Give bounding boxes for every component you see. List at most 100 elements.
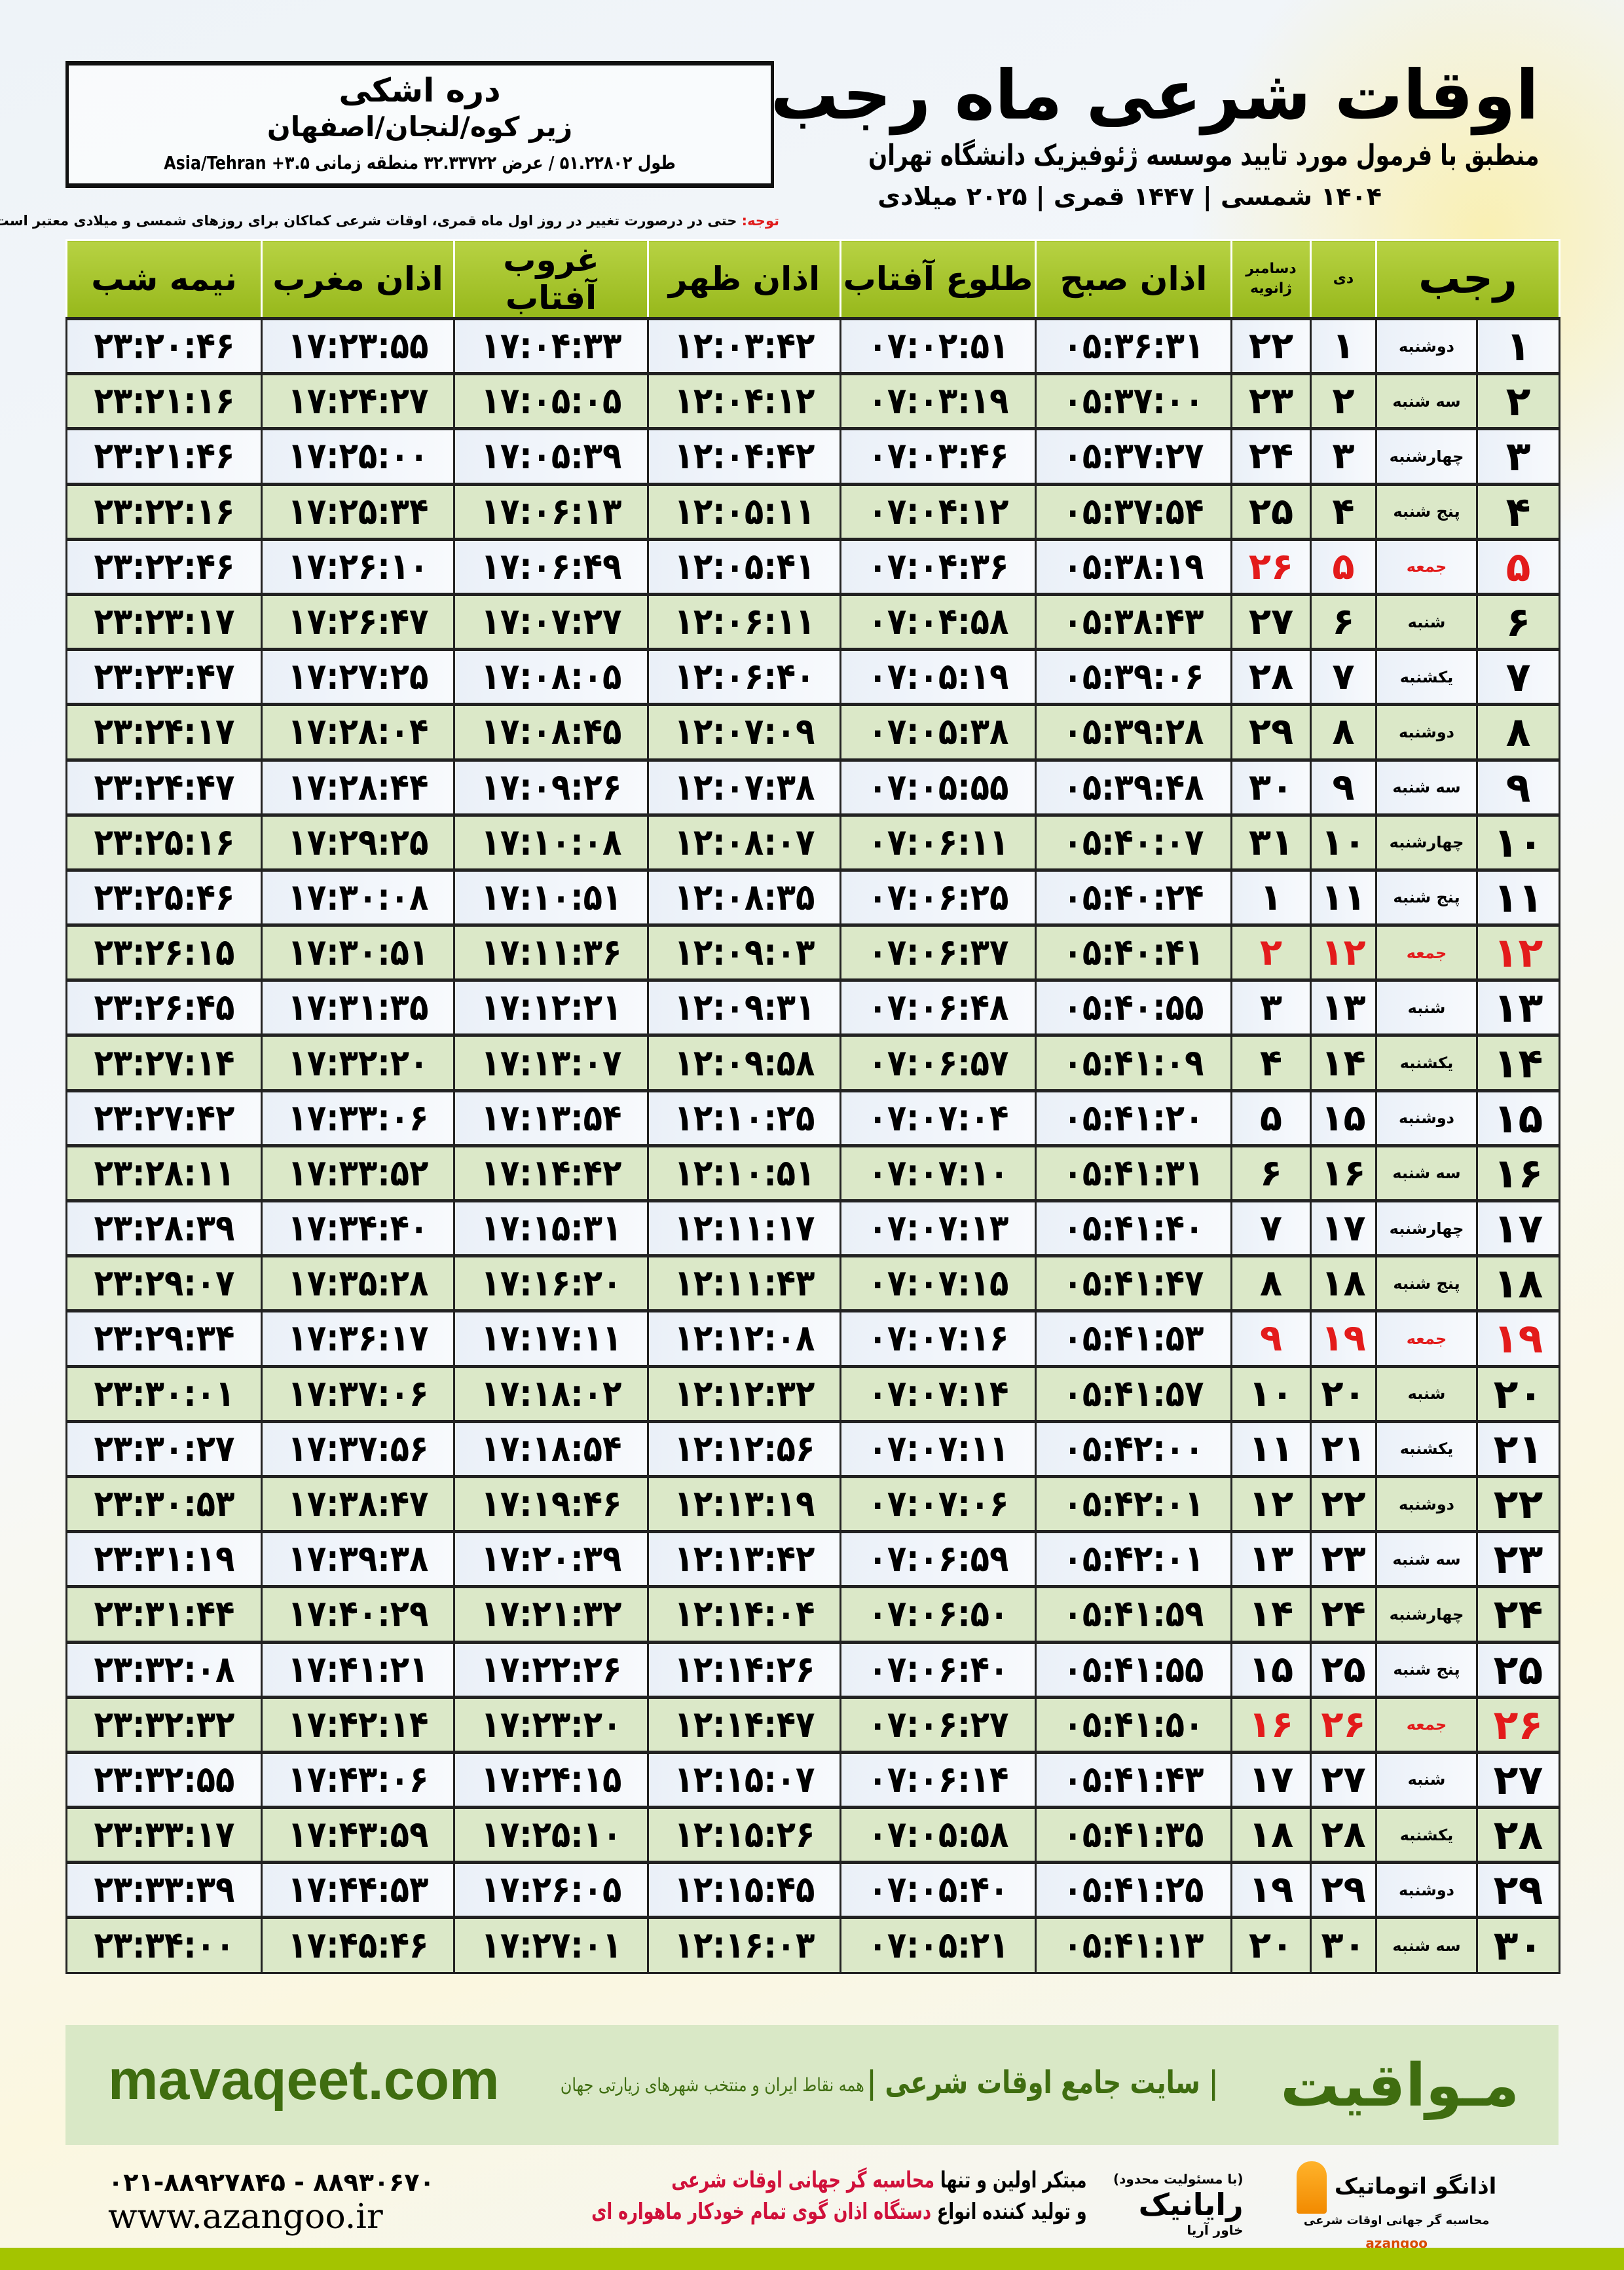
nimeh-time: ۲۳:۲۸:۳۹	[94, 1207, 234, 1250]
tolu-time: ۰۷:۰۷:۱۳	[868, 1207, 1008, 1250]
sobh-time-cell: ۰۵:۴۰:۴۱	[1035, 923, 1232, 982]
nimeh-time-cell: ۲۳:۲۷:۱۴	[65, 1033, 263, 1092]
weekday-cell: پنج شنبه	[1375, 1254, 1478, 1312]
table-row: ۱۰ چهارشنبه ۱۰ ۳۱ ۰۵:۴۰:۰۷ ۰۷:۰۶:۱۱ ۱۲:۰۸:۰۷ ۱۷…	[65, 813, 1560, 871]
maghreb-time-cell: ۱۷:۳۹:۳۸	[261, 1530, 455, 1588]
zohr-time: ۱۲:۱۲:۰۸	[674, 1317, 815, 1360]
ghoroob-time-cell: ۱۷:۱۰:۵۱	[453, 868, 649, 927]
maghreb-time-cell: ۱۷:۳۵:۲۸	[261, 1254, 455, 1312]
ghoroob-time: ۱۷:۰۶:۴۹	[481, 545, 621, 588]
header-gregorian-bottom: ژانویه	[1250, 280, 1292, 297]
maghreb-time: ۱۷:۳۸:۴۷	[287, 1483, 428, 1526]
header-maghreb: اذان مغرب	[261, 239, 455, 320]
day-number-cell: ۱۴	[1476, 1033, 1560, 1092]
tolu-time: ۰۷:۰۶:۵۷	[868, 1041, 1008, 1085]
tolu-time-cell: ۰۷:۰۵:۴۰	[840, 1861, 1037, 1919]
maghreb-time: ۱۷:۲۶:۴۷	[287, 601, 428, 644]
azangoo-name: اذانگو اتوماتیک	[1334, 2173, 1497, 2200]
table-row: ۱۶ سه شنبه ۱۶ ۶ ۰۵:۴۱:۳۱ ۰۷:۰۷:۱۰ ۱۲:۱۰:۵۱ ۱۷:۱…	[65, 1144, 1560, 1202]
ghoroob-time-cell: ۱۷:۱۳:۵۴	[453, 1088, 649, 1147]
ghoroob-time-cell: ۱۷:۲۶:۰۵	[453, 1861, 649, 1919]
day-number-cell: ۲	[1476, 372, 1560, 430]
weekday-cell: جمعه	[1375, 923, 1478, 982]
tolu-time-cell: ۰۷:۰۷:۱۰	[840, 1144, 1037, 1202]
nimeh-time: ۲۳:۲۹:۳۴	[94, 1317, 234, 1360]
weekday-cell: دوشنبه	[1375, 1088, 1478, 1147]
nimeh-time-cell: ۲۳:۳۳:۱۷	[65, 1806, 263, 1864]
nimeh-time: ۲۳:۳۳:۳۹	[94, 1869, 234, 1912]
weekday-cell: چهارشنبه	[1375, 813, 1478, 871]
ghoroob-time: ۱۷:۰۵:۳۹	[481, 435, 621, 478]
dey-date-cell: ۲۸	[1310, 1806, 1377, 1864]
tolu-time: ۰۷:۰۴:۵۸	[868, 601, 1008, 644]
zohr-time-cell: ۱۲:۱۲:۵۶	[647, 1419, 841, 1478]
ghoroob-time-cell: ۱۷:۱۲:۲۱	[453, 978, 649, 1037]
mavaqeet-url[interactable]: mavaqeet.com	[108, 2049, 500, 2112]
ghoroob-time-cell: ۱۷:۰۶:۴۹	[453, 537, 649, 595]
zohr-time-cell: ۱۲:۰۶:۱۱	[647, 592, 841, 651]
tolu-time: ۰۷:۰۵:۳۸	[868, 711, 1008, 754]
ghoroob-time: ۱۷:۱۰:۵۱	[481, 876, 621, 919]
dey-date-cell: ۱۴	[1310, 1033, 1377, 1092]
maghreb-time-cell: ۱۷:۴۴:۵۳	[261, 1861, 455, 1919]
zohr-time-cell: ۱۲:۱۰:۲۵	[647, 1088, 841, 1147]
weekday-cell: شنبه	[1375, 592, 1478, 651]
nimeh-time: ۲۳:۲۰:۴۶	[94, 325, 234, 368]
weekday-cell: دوشنبه	[1375, 316, 1478, 375]
nimeh-time-cell: ۲۳:۳۰:۰۱	[65, 1364, 263, 1423]
nimeh-time-cell: ۲۳:۲۲:۴۶	[65, 537, 263, 595]
day-number-cell: ۵	[1476, 537, 1560, 595]
zohr-time-cell: ۱۲:۰۴:۴۲	[647, 427, 841, 485]
table-row: ۱۱ پنج شنبه ۱۱ ۱ ۰۵:۴۰:۲۴ ۰۷:۰۶:۲۵ ۱۲:۰۸:۳۵ ۱۷:…	[65, 868, 1560, 927]
gregorian-date-cell: ۲۴	[1230, 427, 1312, 485]
dey-date-cell: ۳۰	[1310, 1916, 1377, 1974]
maghreb-time: ۱۷:۴۳:۵۹	[287, 1814, 428, 1857]
nimeh-time-cell: ۲۳:۲۸:۱۱	[65, 1144, 263, 1202]
nimeh-time: ۲۳:۲۸:۱۱	[94, 1151, 234, 1195]
day-number-cell: ۱۵	[1476, 1088, 1560, 1147]
maghreb-time-cell: ۱۷:۳۸:۴۷	[261, 1474, 455, 1533]
maghreb-time: ۱۷:۴۳:۰۶	[287, 1758, 428, 1801]
zohr-time: ۱۲:۱۵:۴۵	[674, 1869, 815, 1912]
ghoroob-time-cell: ۱۷:۲۵:۱۰	[453, 1806, 649, 1864]
ghoroob-time: ۱۷:۱۰:۰۸	[481, 821, 621, 864]
table-row: ۶ شنبه ۶ ۲۷ ۰۵:۳۸:۴۳ ۰۷:۰۴:۵۸ ۱۲:۰۶:۱۱ ۱۷:۰۷:۲۷…	[65, 592, 1560, 651]
azangoo-url[interactable]: www.azangoo.ir	[108, 2197, 383, 2237]
table-row: ۱۷ چهارشنبه ۱۷ ۷ ۰۵:۴۱:۴۰ ۰۷:۰۷:۱۳ ۱۲:۱۱:۱۷ ۱۷:…	[65, 1199, 1560, 1257]
zohr-time: ۱۲:۰۷:۳۸	[674, 766, 815, 809]
ghoroob-time-cell: ۱۷:۰۸:۰۵	[453, 648, 649, 706]
ghoroob-time-cell: ۱۷:۱۸:۰۲	[453, 1364, 649, 1423]
page-title: اوقات شرعی ماه رجب	[770, 55, 1539, 135]
rayanik-tag: (با مسئولیت محدود)	[1113, 2171, 1244, 2187]
day-number-cell: ۲۱	[1476, 1419, 1560, 1478]
sobh-time: ۰۵:۴۱:۰۹	[1063, 1041, 1204, 1085]
header-nimeh: نیمه شب	[65, 239, 263, 320]
minaret-icon	[1297, 2161, 1327, 2214]
day-number-cell: ۱۹	[1476, 1309, 1560, 1368]
day-number-cell: ۲۹	[1476, 1861, 1560, 1919]
tolu-time: ۰۷:۰۶:۵۹	[868, 1538, 1008, 1581]
zohr-time: ۱۲:۱۵:۲۶	[674, 1814, 815, 1857]
sobh-time-cell: ۰۵:۴۱:۴۷	[1035, 1254, 1232, 1312]
maghreb-time-cell: ۱۷:۳۴:۴۰	[261, 1199, 455, 1257]
day-number-cell: ۱۸	[1476, 1254, 1560, 1312]
weekday-cell: سه شنبه	[1375, 1530, 1478, 1588]
location-box: دره اشکی زیر کوه/لنجان/اصفهان طول ۵۱.۲۲۸…	[65, 61, 774, 188]
maghreb-time-cell: ۱۷:۲۹:۲۵	[261, 813, 455, 871]
zohr-time: ۱۲:۰۳:۴۲	[674, 325, 815, 368]
ghoroob-time: ۱۷:۱۳:۵۴	[481, 1096, 621, 1140]
ghoroob-time-cell: ۱۷:۱۹:۴۶	[453, 1474, 649, 1533]
maghreb-time: ۱۷:۳۹:۳۸	[287, 1538, 428, 1581]
sobh-time: ۰۵:۴۰:۲۴	[1063, 876, 1204, 919]
ghoroob-time: ۱۷:۱۱:۳۶	[481, 931, 621, 975]
ghoroob-time: ۱۷:۱۸:۰۲	[481, 1372, 621, 1415]
gregorian-date-cell: ۱۵	[1230, 1640, 1312, 1698]
nimeh-time: ۲۳:۲۴:۱۷	[94, 711, 234, 754]
tolu-time: ۰۷:۰۷:۰۴	[868, 1096, 1008, 1140]
ghoroob-time: ۱۷:۱۸:۵۴	[481, 1427, 621, 1470]
location-name: دره اشکی	[339, 71, 501, 109]
ghoroob-time-cell: ۱۷:۰۵:۰۵	[453, 372, 649, 430]
tolu-time-cell: ۰۷:۰۶:۵۰	[840, 1585, 1037, 1643]
day-number-cell: ۲۴	[1476, 1585, 1560, 1643]
dey-date-cell: ۴	[1310, 482, 1377, 540]
